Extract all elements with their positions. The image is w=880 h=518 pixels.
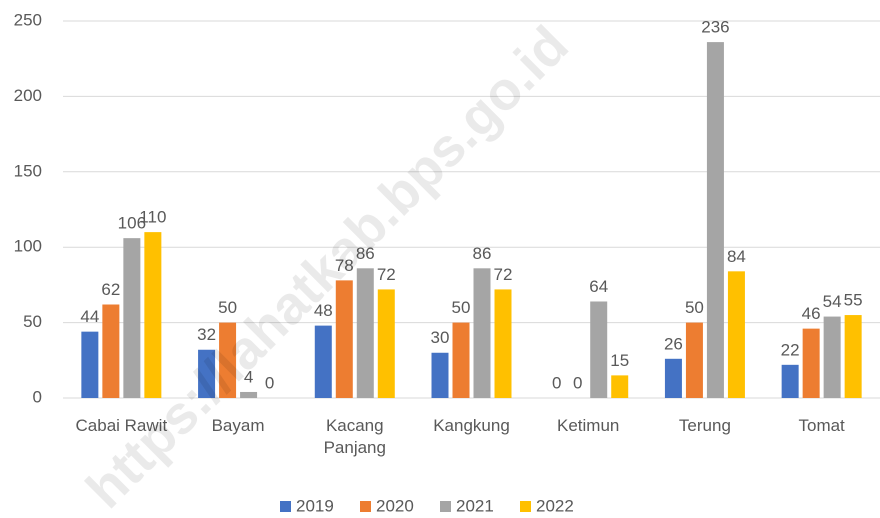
data-label: 44 [80,307,99,326]
data-label: 0 [573,373,582,392]
bar [356,268,374,398]
bar [781,364,799,398]
data-label: 78 [335,256,354,275]
data-label: 236 [701,18,729,37]
data-label: 32 [197,325,216,344]
bar [452,322,470,398]
bar [335,280,353,398]
bar [664,358,682,398]
x-tick-label-box: Bayam [211,416,265,435]
bar [144,232,162,398]
x-tick-label-box: Cabai Rawit [75,416,168,435]
x-tick-label: Terung [678,416,731,435]
bar [198,349,216,398]
bar [844,315,862,398]
bar [81,331,99,398]
x-tick-label: Tomat [798,416,845,435]
y-tick-label: 200 [14,86,42,105]
x-tick-label: Ketimun [557,416,620,435]
data-label: 86 [473,244,492,263]
data-label: 30 [431,328,450,347]
x-tick-label-box: Kangkung [433,416,510,435]
bar [727,271,745,398]
legend-label: 2022 [536,496,574,515]
data-label: 72 [494,265,513,284]
data-label: 26 [664,334,683,353]
data-label: 0 [552,373,561,392]
bar [314,325,332,398]
data-label: 72 [377,265,396,284]
data-label: 50 [218,298,237,317]
data-label: 50 [685,298,704,317]
bar [823,316,841,398]
data-label: 4 [244,367,253,386]
x-tick-label-box: Ketimun [557,416,620,435]
bar [102,304,120,398]
bar [431,352,449,398]
bar [685,322,703,398]
bar [494,289,512,398]
bar [802,328,820,398]
data-label: 22 [781,340,800,359]
data-label: 64 [589,277,608,296]
bar [611,375,629,398]
y-tick-label: 100 [14,237,42,256]
bar [219,322,237,398]
data-label: 48 [314,301,333,320]
legend-label: 2020 [376,496,414,515]
data-label: 54 [823,292,842,311]
legend-swatch [280,501,291,512]
data-label: 106 [118,214,146,233]
legend-label: 2021 [456,496,494,515]
legend-swatch [360,501,371,512]
data-label: 84 [727,247,746,266]
x-tick-label: Kacang Panjang [323,416,386,457]
legend-swatch [440,501,451,512]
x-tick-label: Kangkung [433,416,510,435]
bar [473,268,491,398]
bar [377,289,395,398]
x-tick-label-box: Tomat [798,416,845,435]
data-label: 55 [844,291,863,310]
y-tick-label: 0 [33,387,42,406]
x-tick-label-box: Kacang Panjang [323,416,386,457]
legend-swatch [520,501,531,512]
bar [240,391,258,398]
bar [590,301,608,398]
data-label: 86 [356,244,375,263]
legend-label: 2019 [296,496,334,515]
y-tick-label: 150 [14,161,42,180]
data-label: 15 [610,351,629,370]
y-tick-label: 250 [14,10,42,29]
data-label: 110 [139,208,166,227]
x-tick-label: Cabai Rawit [75,416,168,435]
data-label: 0 [265,373,274,392]
bar [123,238,141,398]
y-tick-label: 50 [23,312,42,331]
x-tick-label-box: Terung [678,416,731,435]
data-label: 50 [452,298,471,317]
x-tick-label: Bayam [211,416,265,435]
data-label: 46 [802,304,821,323]
bar [706,42,724,398]
data-label: 62 [101,280,120,299]
